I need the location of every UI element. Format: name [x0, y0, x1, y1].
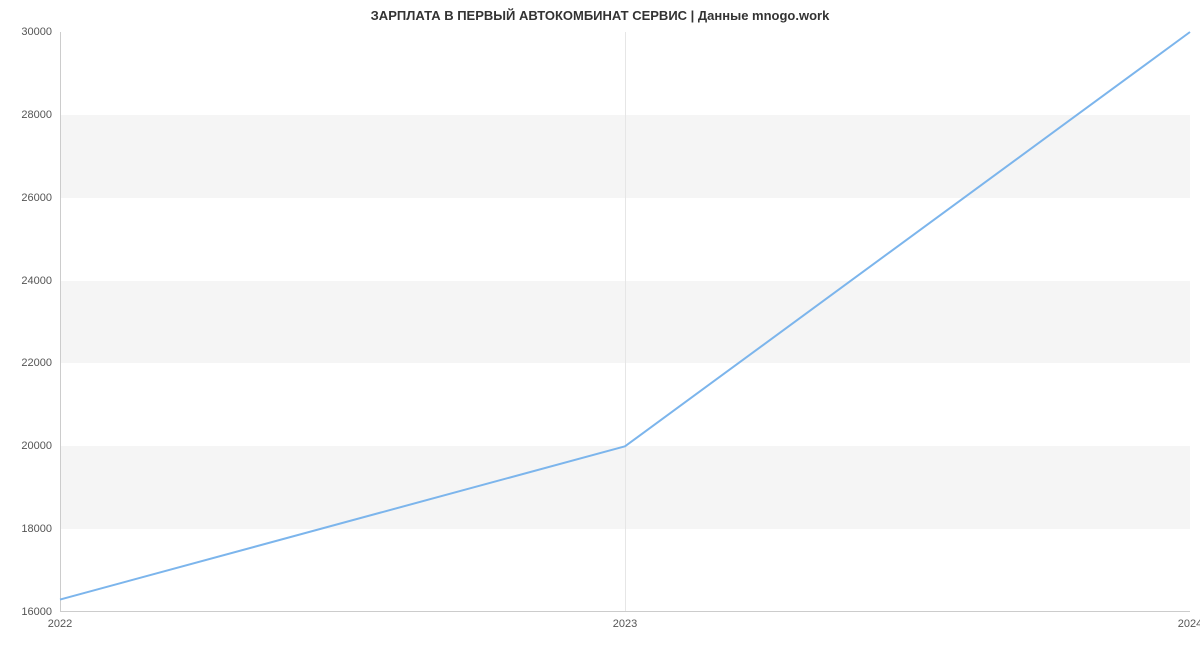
x-tick-label: 2022: [48, 618, 72, 630]
x-tick-label: 2023: [613, 618, 637, 630]
y-tick-label: 26000: [21, 192, 52, 204]
y-tick-label: 20000: [21, 440, 52, 452]
chart-title: ЗАРПЛАТА В ПЕРВЫЙ АВТОКОМБИНАТ СЕРВИС | …: [0, 8, 1200, 23]
y-tick-label: 28000: [21, 109, 52, 121]
y-tick-label: 30000: [21, 26, 52, 38]
x-tick-label: 2024: [1178, 618, 1200, 630]
series-line-salary: [60, 32, 1190, 600]
y-tick-label: 24000: [21, 275, 52, 287]
series-layer: [60, 32, 1190, 612]
y-tick-label: 16000: [21, 606, 52, 618]
plot-area: 2022202320241600018000200002200024000260…: [60, 32, 1190, 612]
y-tick-label: 18000: [21, 523, 52, 535]
y-tick-label: 22000: [21, 357, 52, 369]
salary-line-chart: ЗАРПЛАТА В ПЕРВЫЙ АВТОКОМБИНАТ СЕРВИС | …: [0, 0, 1200, 650]
